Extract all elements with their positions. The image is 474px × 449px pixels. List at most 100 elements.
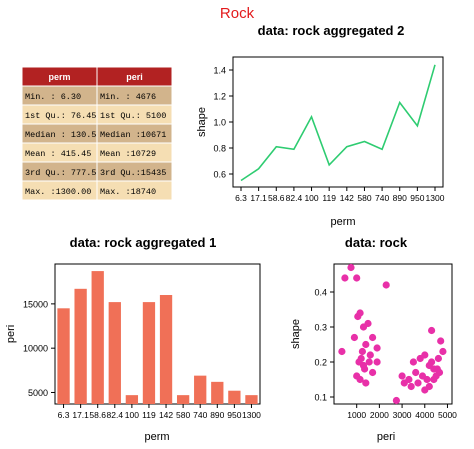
scatter-chart-xtick-label: 3000: [393, 410, 412, 420]
scatter-chart-point: [434, 354, 442, 363]
bar-chart-xtick-label: 82.4: [107, 410, 124, 420]
line-chart-xtick-label: 142: [340, 193, 354, 203]
bar-chart-xtick-label: 890: [210, 410, 224, 420]
bar-chart-bar: [142, 302, 156, 404]
scatter-chart-point: [362, 379, 370, 387]
table-header-label: perm: [48, 72, 70, 82]
table-cell-text: Max. :1300.00: [25, 187, 91, 197]
bar-chart-xtick-label: 1300: [242, 410, 261, 420]
bar-chart-bar: [176, 395, 190, 404]
table-cell-text: 3rd Qu.:15435: [100, 168, 166, 178]
scatter-chart-point: [366, 351, 374, 359]
scatter-chart-point: [369, 368, 377, 377]
bar-chart-aggregated-1: data: rock aggregated 1 perm peri 5000 10…: [5, 235, 261, 443]
scatter-chart-point: [382, 281, 390, 289]
table-cell-text: Mean : 415.45: [25, 149, 91, 159]
scatter-chart-point: [364, 319, 372, 328]
bar-chart-bar: [194, 375, 207, 404]
line-chart-xlabel: perm: [330, 216, 355, 228]
scatter-chart-point: [362, 340, 370, 349]
bar-chart-xtick-label: 142: [159, 410, 173, 420]
line-chart-ylabel: shape: [196, 107, 208, 137]
scatter-chart-point: [373, 344, 381, 352]
scatter-chart-ytick-label: 0.3: [314, 323, 327, 333]
scatter-chart-point: [433, 365, 441, 373]
table-cell-text: Median :10671: [100, 130, 166, 140]
table-cell: [96, 180, 173, 201]
scatter-chart-point: [353, 274, 361, 282]
bar-chart-xtick-label: 17.1: [72, 410, 89, 420]
scatter-chart-xtick-label: 4000: [415, 410, 434, 420]
line-chart-xtick-label: 1300: [426, 193, 445, 203]
bar-chart-bar: [108, 302, 121, 404]
line-chart-xtick-label: 890: [393, 193, 407, 203]
line-chart-xtick-label: 100: [304, 193, 318, 203]
scatter-chart-point: [369, 333, 377, 342]
scatter-chart-ytick-label: 0.4: [314, 288, 327, 298]
line-chart-series-line: [240, 64, 436, 182]
table-cell-text: Mean :10729: [100, 149, 156, 159]
bar-chart-xlabel: perm: [144, 431, 169, 443]
scatter-chart-point: [357, 354, 365, 363]
table-cell-text: Min. : 6.30: [25, 92, 81, 102]
line-chart-xtick-label: 119: [322, 193, 336, 203]
line-chart-xtick-label: 580: [357, 193, 371, 203]
line-chart-plot-frame: [232, 56, 444, 188]
scatter-chart-point: [358, 347, 366, 356]
scatter-chart-xlabel: peri: [377, 431, 395, 443]
table-cell-text: Max. :18740: [100, 187, 156, 197]
summary-table: perm peri Min. : 6.30 Min. : 4676 1st Qu.: 7…: [21, 66, 173, 201]
scatter-chart-point: [416, 354, 424, 363]
scatter-chart-point: [356, 375, 364, 384]
scatter-chart-point: [409, 358, 417, 366]
scatter-chart-ytick-label: 0.2: [314, 358, 327, 368]
scatter-chart-point: [414, 379, 422, 387]
scatter-chart-point: [347, 263, 355, 272]
scatter-chart-rock: data: rock peri shape 0.1 0.2 0.3 0.4 1000 20…: [290, 235, 457, 443]
scatter-chart-point: [361, 365, 369, 373]
scatter-chart-point: [430, 375, 438, 384]
line-chart-ytick-label: 0.6: [213, 170, 226, 180]
scatter-chart-plot-frame: [333, 263, 453, 405]
table-cell-text: Min. : 4676: [100, 92, 156, 102]
line-chart-xtick-label: 6.3: [235, 193, 247, 203]
page-title: Rock: [220, 5, 255, 22]
bar-chart-bar: [245, 395, 258, 404]
bar-chart-title: data: rock aggregated 1: [70, 235, 217, 250]
scatter-chart-point: [350, 333, 358, 342]
scatter-chart-point: [341, 274, 349, 282]
scatter-chart-ylabel: shape: [290, 319, 302, 349]
table-cell-text: 1st Qu.: 76.45: [25, 111, 96, 121]
scatter-chart-xtick-label: 2000: [370, 410, 389, 420]
bar-chart-xtick-label: 950: [227, 410, 241, 420]
bar-chart-xtick-label: 580: [176, 410, 190, 420]
line-chart-xtick-label: 82.4: [286, 193, 303, 203]
bar-chart-ylabel: peri: [5, 325, 17, 343]
scatter-chart-ytick-label: 0.1: [314, 393, 327, 403]
bar-chart-ytick-label: 15000: [23, 299, 48, 309]
scatter-chart-point: [400, 379, 408, 387]
bar-chart-bar: [57, 308, 70, 404]
scatter-chart-point: [439, 347, 447, 356]
line-chart-ytick-label: 0.8: [213, 144, 226, 154]
scatter-chart-point: [407, 382, 415, 391]
bar-chart-xtick-label: 740: [193, 410, 207, 420]
bar-chart-bar: [228, 390, 241, 404]
scatter-chart-point: [365, 358, 373, 366]
bar-chart-bar: [125, 395, 139, 404]
bar-chart-bar: [74, 288, 87, 404]
bar-chart-ytick-label: 5000: [28, 388, 48, 398]
scatter-chart-point: [373, 358, 381, 366]
bar-chart-xtick-label: 6.3: [58, 410, 70, 420]
table-cell-text: 1st Qu.: 5100: [100, 111, 166, 121]
line-chart-ytick-label: 1.0: [213, 118, 226, 128]
scatter-chart-point: [412, 368, 420, 377]
bar-chart-xtick-label: 58.6: [89, 410, 106, 420]
scatter-chart-point: [428, 358, 436, 366]
bar-chart-plot-frame: [54, 263, 261, 405]
line-chart-ytick-label: 1.4: [213, 66, 226, 76]
bar-chart-bar: [211, 381, 224, 404]
line-chart-title: data: rock aggregated 2: [258, 23, 405, 38]
table-cell-text: 3rd Qu.: 777.50: [25, 168, 102, 178]
